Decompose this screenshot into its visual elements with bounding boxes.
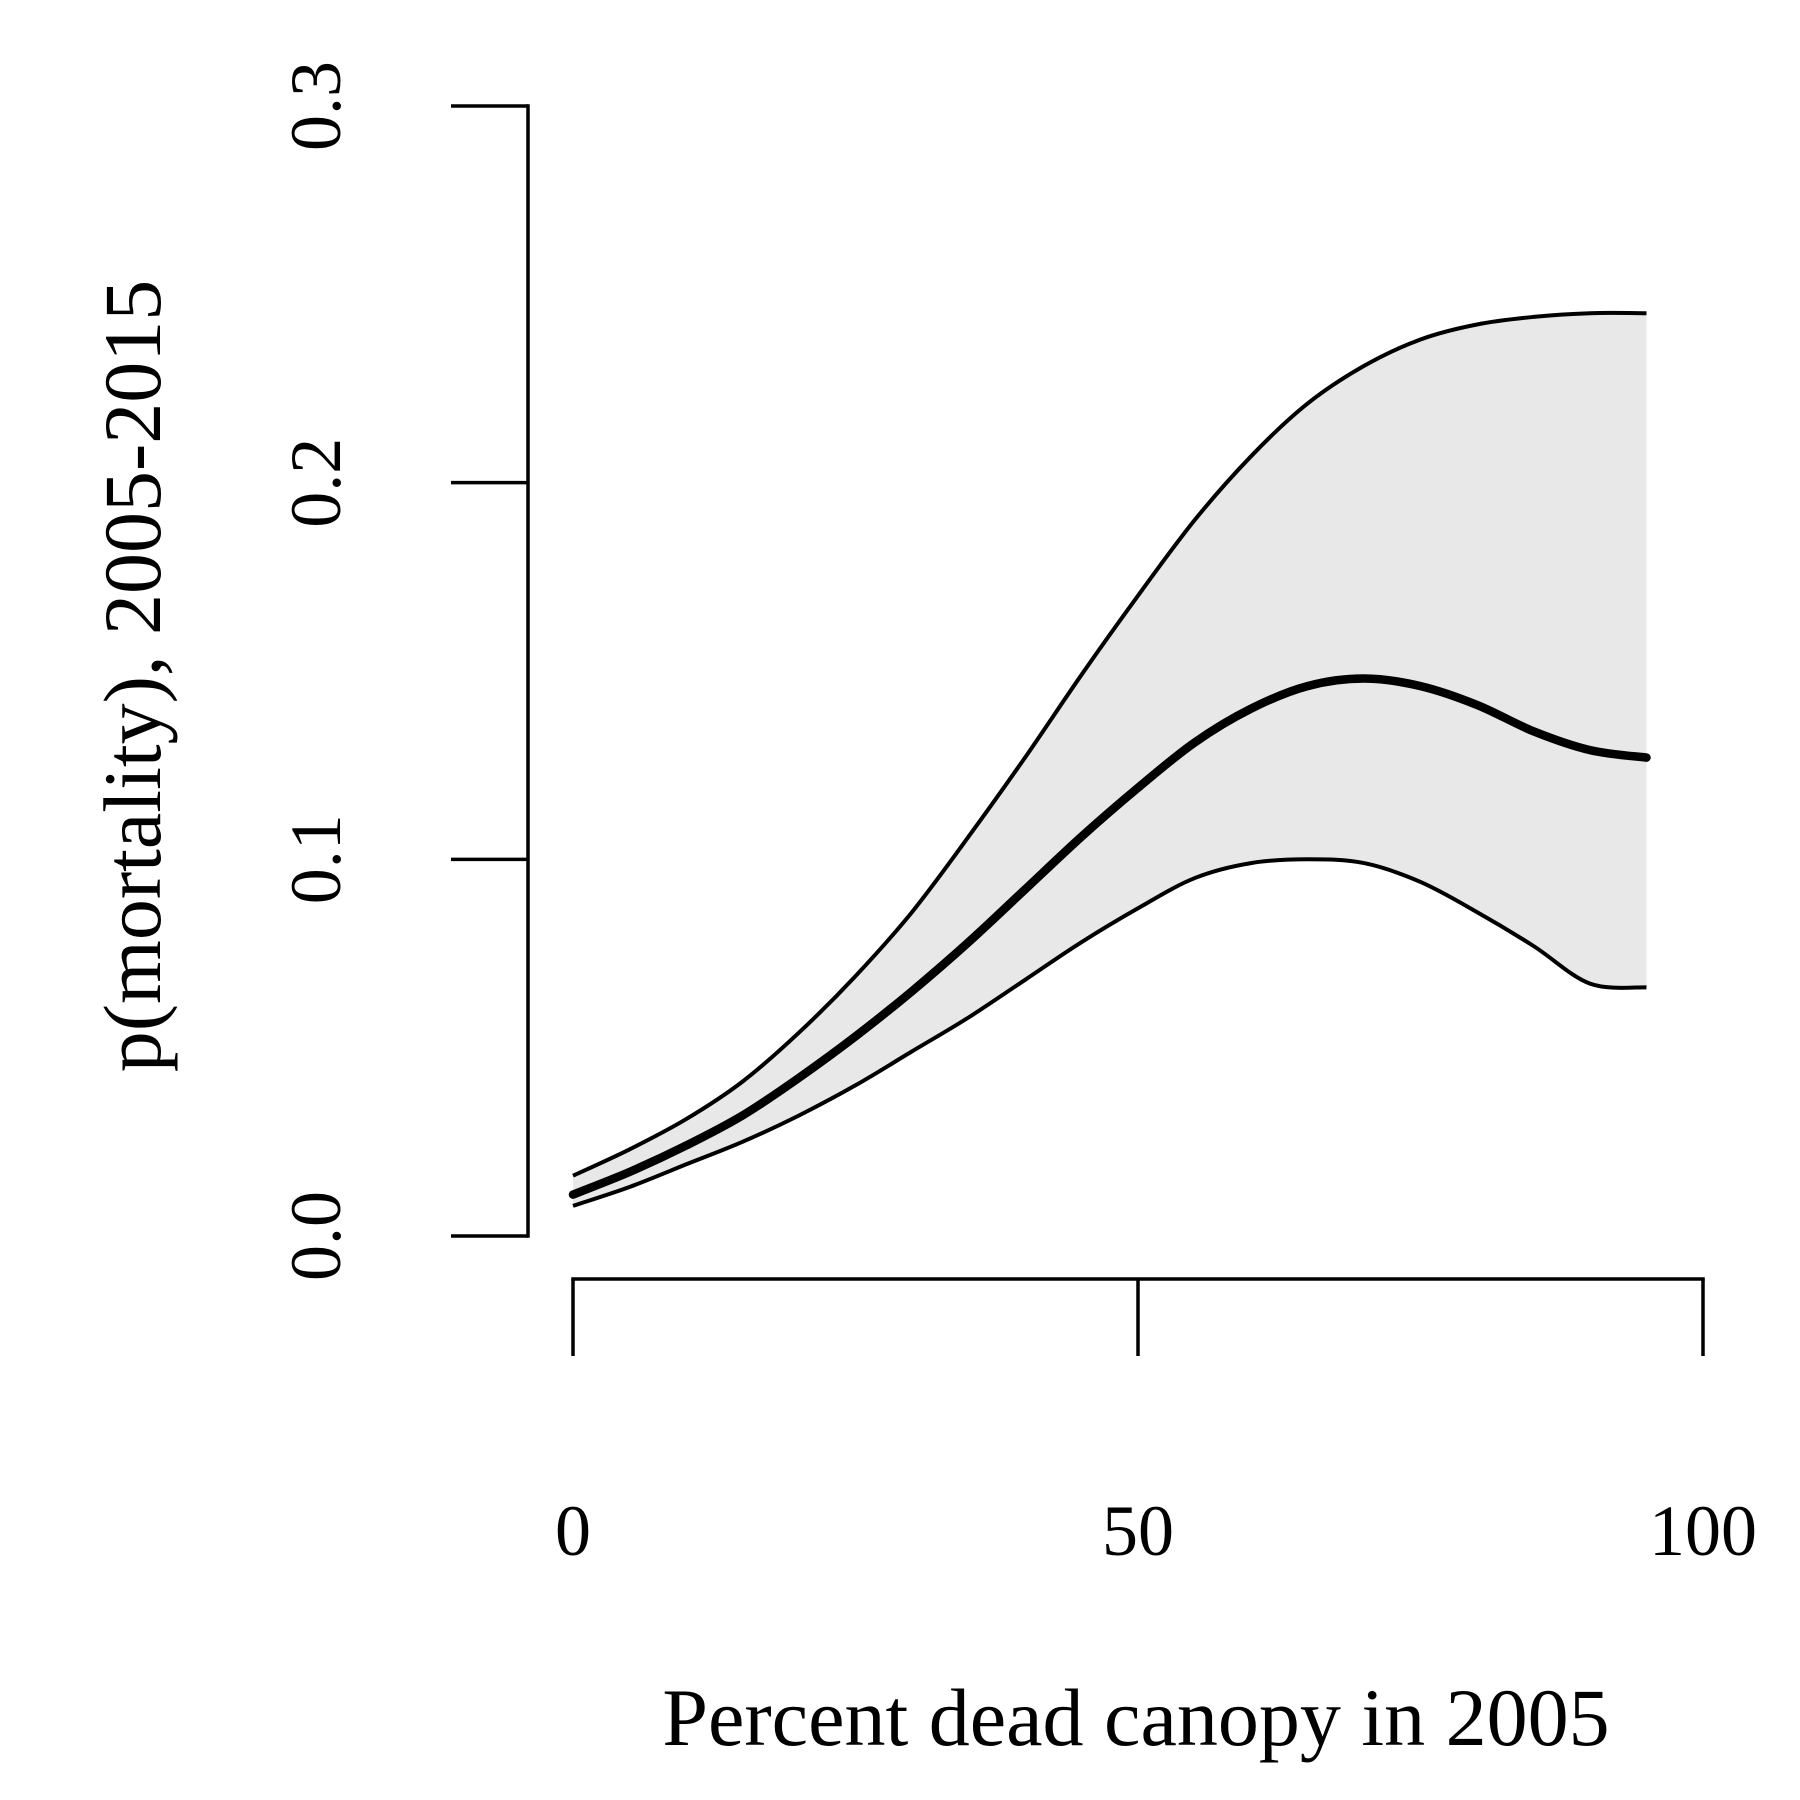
y-tick-label: 0.2	[276, 438, 356, 528]
upper-bound-line	[572, 310, 1647, 1178]
plot-area	[568, 310, 1651, 1208]
x-tick-label: 50	[1102, 1491, 1174, 1571]
y-tick-label: 0.1	[276, 814, 356, 904]
axes: 0.0 0.1 0.2 0.3 0 50 100	[276, 61, 1757, 1571]
confidence-band	[573, 312, 1647, 1206]
x-tick-label: 100	[1649, 1491, 1757, 1571]
y-tick-label: 0.0	[276, 1191, 356, 1281]
y-axis-title: p(mortality), 2005-2015	[87, 280, 178, 1073]
x-axis-title: Percent dead canopy in 2005	[662, 1672, 1609, 1763]
lower-bound-line	[572, 857, 1647, 1208]
estimate-line	[568, 674, 1651, 1199]
x-tick-label: 0	[555, 1491, 591, 1571]
y-tick-label: 0.3	[276, 61, 356, 151]
